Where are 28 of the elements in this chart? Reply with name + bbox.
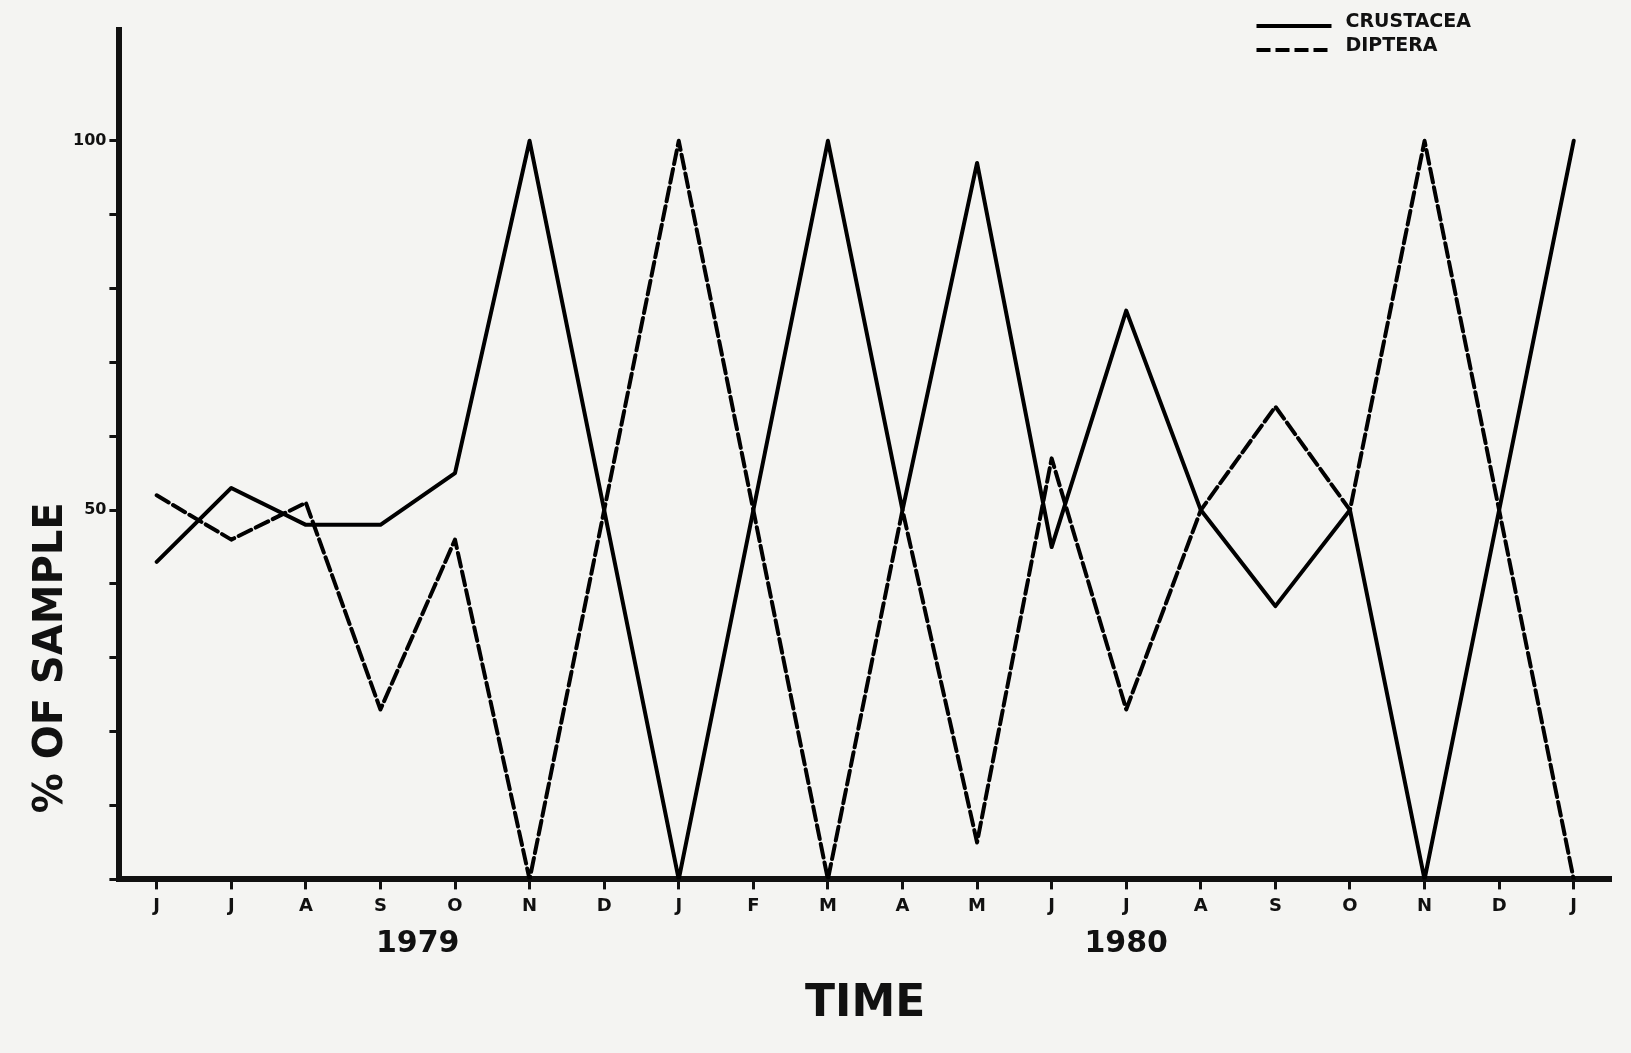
x-tick-label: D xyxy=(596,893,612,915)
x-tick-label: N xyxy=(522,893,538,915)
x-tick-label: A xyxy=(895,893,910,915)
y-tick-label: 50 xyxy=(84,499,107,519)
x-tick-label: D xyxy=(1491,893,1507,915)
x-tick-label: J xyxy=(151,893,161,915)
x-tick-label: M xyxy=(818,893,837,915)
x-axis-title: TIME xyxy=(805,974,926,1026)
x-tick-label: S xyxy=(373,893,387,915)
legend-label: DIPTERA xyxy=(1345,32,1438,55)
x-tick-label: A xyxy=(298,893,313,915)
x-tick-label: O xyxy=(1342,893,1358,915)
x-tick-label: O xyxy=(447,893,463,915)
x-tick-label: A xyxy=(1193,893,1208,915)
legend-label: CRUSTACEA xyxy=(1345,8,1472,31)
y-tick-label: 100 xyxy=(72,129,107,149)
x-tick-label: J xyxy=(1120,893,1130,915)
x-tick-label: J xyxy=(1046,893,1055,915)
x-tick-label: J xyxy=(1568,893,1578,915)
x-tick-label: N xyxy=(1417,893,1433,915)
x-tick-label: S xyxy=(1268,893,1282,915)
x-tick-label: M xyxy=(968,893,987,915)
x-tick-label: J xyxy=(673,893,683,915)
text: 1979 xyxy=(375,924,460,960)
x-tick-label: J xyxy=(225,893,235,915)
x-tick-label: F xyxy=(747,893,760,915)
text: 1980 xyxy=(1084,924,1168,960)
y-axis-title: % OF SAMPLE xyxy=(25,502,72,814)
